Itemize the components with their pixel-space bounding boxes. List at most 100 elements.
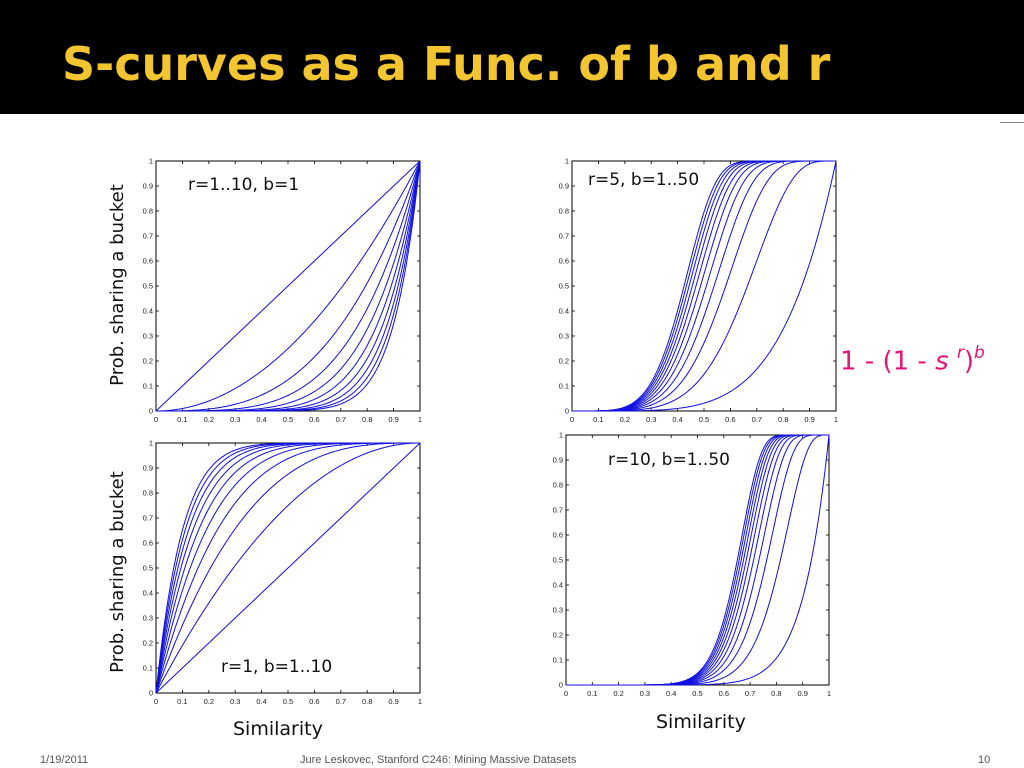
x-tick-label: 0.9	[797, 689, 807, 698]
series-line-r5-b5	[572, 160, 836, 412]
y-tick-label: 0.3	[143, 614, 153, 623]
y-tick-label: 0.9	[143, 182, 153, 191]
y-tick-label: 0.3	[553, 606, 563, 615]
chart-r10-b1-50: 0 0.1 0.2 0.3 0.4 0.5 0.6 0.7 0.8 0.9 1 0 0.1 0.2 0.3 0…	[553, 431, 832, 699]
x-tick-label: 0.5	[283, 697, 293, 706]
chart-r1-b1-10: 0 0.1 0.2 0.3 0.4 0.5 0.6 0.7 0.8 0.9 1 0 0.1 0.2 0.3 0…	[143, 439, 423, 707]
x-tick-label: 0.4	[672, 415, 682, 424]
series-line-r1-b10	[155, 442, 420, 694]
x-tick-label: 0.3	[640, 689, 650, 698]
y-axis-label-bottom: Prob. sharing a bucket	[107, 471, 128, 673]
series-line-r10-b10	[566, 434, 829, 686]
x-tick-label: 0.2	[620, 415, 630, 424]
x-tick-label: 0.9	[388, 415, 398, 424]
formula-s: s	[935, 346, 949, 377]
y-tick-label: 1	[559, 431, 563, 440]
series-line-r10-b35	[566, 434, 829, 686]
x-tick-label: 0.1	[587, 689, 597, 698]
x-tick-label: 0.6	[719, 689, 729, 698]
y-tick-label: 0.6	[143, 257, 153, 266]
x-tick-label: 0.7	[336, 697, 346, 706]
x-tick-label: 0.6	[725, 415, 735, 424]
y-tick-label: 0.3	[143, 332, 153, 341]
series-line-r10-b25	[566, 434, 829, 686]
x-tick-label: 0.7	[336, 415, 346, 424]
series-line-r10-b50	[566, 434, 829, 686]
y-tick-label: 0.2	[553, 631, 563, 640]
y-tick-label: 0.8	[559, 207, 569, 216]
series-line-r1-b2	[155, 442, 421, 694]
x-axis-label-left: Similarity	[233, 718, 323, 740]
series-line-r10-b15	[566, 434, 829, 686]
x-tick-label: 0	[154, 697, 158, 706]
y-tick-label: 0.5	[143, 282, 153, 291]
chart-annotation: r=5, b=1..50	[588, 170, 699, 190]
y-tick-label: 0.4	[143, 307, 153, 316]
chart-annotation: r=1, b=1..10	[221, 657, 332, 677]
y-tick-label: 0.2	[143, 357, 153, 366]
series-line-r5-b50	[572, 160, 836, 412]
y-tick-label: 1	[149, 439, 153, 448]
chart-annotation: r=1..10, b=1	[188, 175, 299, 195]
x-tick-label: 0.4	[666, 689, 676, 698]
x-tick-label: 1	[418, 697, 422, 706]
y-tick-label: 0.7	[553, 506, 563, 515]
y-tick-label: 0.1	[143, 664, 153, 673]
x-tick-label: 0.8	[778, 415, 788, 424]
y-tick-label: 0.5	[559, 282, 569, 291]
x-tick-label: 0.2	[613, 689, 623, 698]
x-tick-label: 0.6	[309, 697, 319, 706]
x-tick-label: 1	[834, 415, 838, 424]
y-tick-label: 0.8	[143, 207, 153, 216]
series-line-r10-b5	[566, 434, 829, 686]
x-tick-label: 0.2	[204, 697, 214, 706]
y-tick-label: 0.4	[559, 307, 569, 316]
x-tick-label: 0.8	[362, 415, 372, 424]
x-tick-label: 0.8	[362, 697, 372, 706]
y-tick-label: 0.9	[143, 464, 153, 473]
series-line-r10-b20	[566, 434, 829, 686]
x-tick-label: 0.1	[593, 415, 603, 424]
title-bar	[0, 0, 1024, 114]
series-line-r3-b1	[156, 160, 421, 412]
x-tick-label: 0.2	[204, 415, 214, 424]
x-tick-label: 0.1	[177, 415, 187, 424]
y-tick-label: 0.8	[143, 489, 153, 498]
y-tick-label: 0.2	[143, 639, 153, 648]
y-tick-label: 0.1	[143, 382, 153, 391]
series-line-r10-b30	[566, 434, 829, 686]
y-tick-label: 0.9	[553, 456, 563, 465]
y-tick-label: 0	[149, 407, 153, 416]
y-tick-label: 1	[149, 157, 153, 166]
y-tick-label: 0.4	[143, 589, 153, 598]
series-line-r10-b40	[566, 434, 829, 686]
y-tick-label: 0.6	[143, 539, 153, 548]
series-line-r2-b1	[155, 160, 421, 412]
y-tick-label: 0.2	[559, 357, 569, 366]
formula-b: b	[974, 343, 985, 363]
x-tick-label: 0.8	[771, 689, 781, 698]
x-tick-label: 0.7	[752, 415, 762, 424]
x-tick-label: 0	[154, 415, 158, 424]
y-tick-label: 0.6	[553, 531, 563, 540]
formula-close: )	[963, 346, 975, 377]
series-line-r1-b3	[155, 442, 420, 694]
x-tick-label: 0.6	[309, 415, 319, 424]
chart-r5-b1-50: 0 0.1 0.2 0.3 0.4 0.5 0.6 0.7 0.8 0.9 1 0 0.1 0.2 0.3 0…	[559, 157, 839, 425]
x-tick-label: 0.9	[804, 415, 814, 424]
y-tick-label: 0.7	[559, 232, 569, 241]
series-line-r10-b1	[566, 434, 830, 686]
series-line-r1-b1	[155, 160, 421, 412]
footer-date: 1/19/2011	[40, 754, 89, 766]
x-tick-label: 0.3	[230, 415, 240, 424]
y-tick-label: 0.8	[553, 481, 563, 490]
y-tick-label: 0.5	[553, 556, 563, 565]
y-tick-label: 0.1	[559, 382, 569, 391]
x-axis-label-right: Similarity	[656, 711, 746, 733]
x-tick-label: 0.9	[388, 697, 398, 706]
x-tick-label: 0.5	[283, 415, 293, 424]
x-tick-label: 1	[418, 415, 422, 424]
y-tick-label: 0.4	[553, 581, 563, 590]
series-line-r10-b1	[156, 160, 421, 412]
x-tick-label: 0.5	[692, 689, 702, 698]
